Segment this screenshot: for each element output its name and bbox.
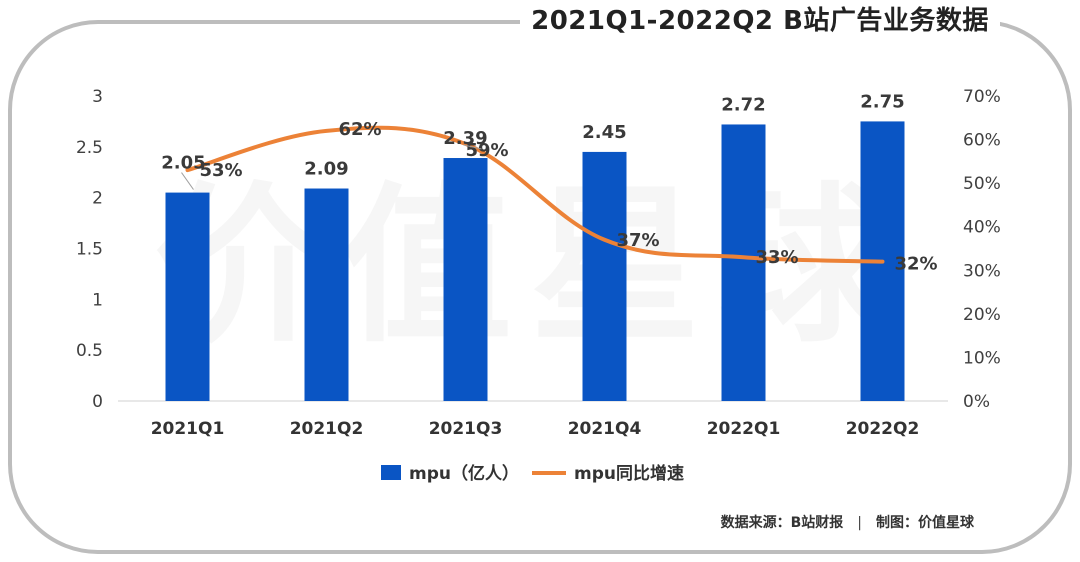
y-left-tick-label: 2: [92, 189, 103, 209]
footer: 数据来源：B站财报 | 制图：价值星球: [721, 512, 974, 532]
legend-bar-label: mpu（亿人）: [409, 463, 519, 484]
label-leader-line: [463, 144, 482, 150]
y-right-tick-label: 50%: [963, 174, 1001, 194]
x-tick-label: 2022Q1: [707, 419, 781, 439]
label-leader-line: [181, 172, 194, 190]
legend-bar-swatch: [381, 465, 401, 480]
bar-value-label: 2.09: [304, 159, 348, 180]
line-series: [185, 125, 885, 264]
bar: [165, 192, 210, 401]
line-value-label: 33%: [756, 247, 799, 268]
y-axis-right: 0% 10% 20% 30% 40% 50% 60% 70%: [963, 87, 1001, 412]
y-right-tick-label: 10%: [963, 348, 1001, 368]
bar: [304, 188, 349, 401]
y-left-tick-label: 2.5: [76, 138, 103, 158]
y-left-tick-label: 3: [92, 87, 103, 107]
line-value-label: 37%: [617, 230, 660, 251]
x-tick-label: 2021Q3: [429, 419, 503, 439]
line-value-label: 53%: [200, 160, 243, 181]
y-right-tick-label: 70%: [963, 87, 1001, 107]
line-value-label: 59%: [466, 140, 509, 161]
legend-line-label: mpu同比增速: [574, 463, 684, 484]
y-axis-left: 0 0.5 1 1.5 2 2.5 3: [76, 87, 103, 412]
line-value-label: 62%: [339, 119, 382, 140]
legend: mpu（亿人） mpu同比增速: [381, 463, 684, 484]
x-tick-label: 2021Q1: [151, 419, 225, 439]
bar: [721, 124, 766, 401]
credit-note: 制图：价值星球: [876, 515, 974, 531]
bar-value-label: 2.39: [443, 128, 487, 149]
x-axis: 2021Q1 2021Q2 2021Q3 2021Q4 2022Q1 2022Q2: [151, 419, 920, 439]
bar-value-label: 2.75: [860, 91, 904, 112]
bar-series: [165, 121, 905, 402]
data-labels: 2.05 2.09 2.39 2.45 2.72 2.75 53% 62% 59% 37% 33% 3…: [161, 91, 937, 274]
y-left-tick-label: 1: [92, 290, 103, 310]
footer-separator: |: [857, 515, 862, 531]
bar: [443, 158, 488, 401]
chart-title: 2021Q1-2022Q2 B站广告业务数据: [520, 2, 1000, 40]
line-value-label: 32%: [895, 254, 938, 275]
x-tick-label: 2022Q2: [846, 419, 920, 439]
y-right-tick-label: 0%: [963, 392, 990, 412]
bar-value-label: 2.45: [582, 122, 626, 143]
bar-value-label: 2.05: [161, 153, 205, 174]
y-right-tick-label: 30%: [963, 261, 1001, 281]
bar-value-label: 2.72: [721, 94, 765, 115]
y-left-tick-label: 0.5: [76, 341, 103, 361]
growth-line: [185, 125, 885, 264]
bar: [582, 151, 627, 401]
y-left-tick-label: 1.5: [76, 240, 103, 260]
y-right-tick-label: 40%: [963, 218, 1001, 238]
source-note: 数据来源：B站财报: [720, 515, 844, 531]
y-right-tick-label: 60%: [963, 131, 1001, 151]
x-tick-label: 2021Q2: [290, 419, 364, 439]
x-tick-label: 2021Q4: [568, 419, 642, 439]
y-right-tick-label: 20%: [963, 305, 1001, 325]
y-left-tick-label: 0: [92, 392, 103, 412]
